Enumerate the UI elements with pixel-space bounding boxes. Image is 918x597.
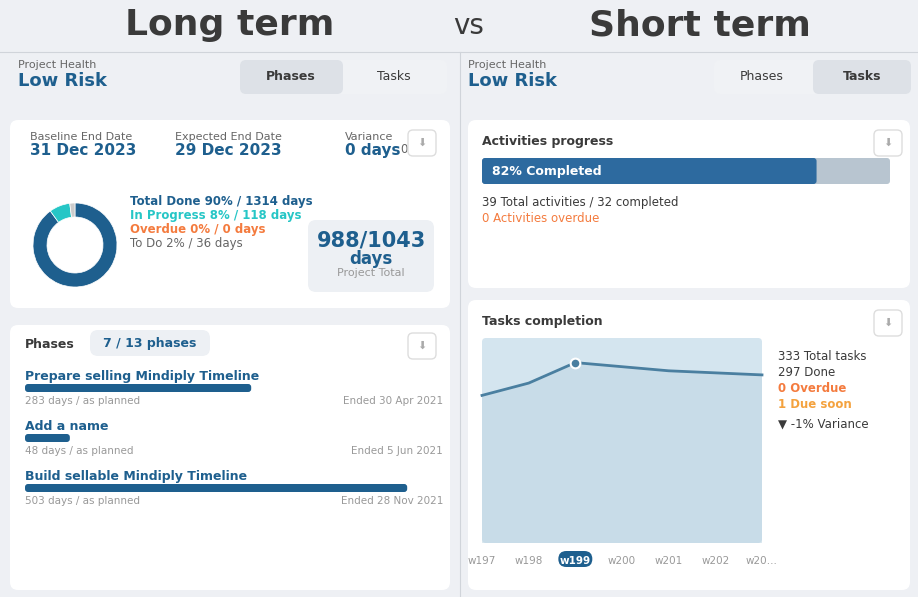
FancyBboxPatch shape	[0, 0, 918, 52]
Text: Baseline End Date: Baseline End Date	[30, 132, 132, 142]
Text: Phases: Phases	[266, 70, 316, 84]
Text: Short term: Short term	[589, 8, 811, 42]
Text: ▼ -1% Variance: ▼ -1% Variance	[778, 418, 868, 431]
Text: Tasks completion: Tasks completion	[482, 315, 602, 328]
Text: ⬇: ⬇	[418, 341, 427, 351]
FancyBboxPatch shape	[874, 310, 902, 336]
Text: Phases: Phases	[740, 70, 784, 84]
Text: ⬇: ⬇	[883, 318, 892, 328]
Text: 333 Total tasks: 333 Total tasks	[778, 350, 867, 363]
Text: 82% Completed: 82% Completed	[492, 165, 601, 177]
FancyBboxPatch shape	[308, 220, 434, 292]
Text: Phases: Phases	[25, 338, 74, 351]
FancyBboxPatch shape	[558, 551, 592, 567]
FancyBboxPatch shape	[25, 484, 408, 492]
Text: 48 days / as planned: 48 days / as planned	[25, 446, 133, 456]
FancyBboxPatch shape	[482, 158, 816, 184]
FancyBboxPatch shape	[482, 338, 762, 543]
Wedge shape	[70, 203, 75, 217]
FancyBboxPatch shape	[468, 300, 910, 590]
FancyBboxPatch shape	[714, 60, 911, 94]
Wedge shape	[50, 204, 72, 222]
Text: 39 Total activities / 32 completed: 39 Total activities / 32 completed	[482, 196, 678, 209]
Text: 31 Dec 2023: 31 Dec 2023	[30, 143, 137, 158]
Text: To Do 2% / 36 days: To Do 2% / 36 days	[130, 237, 242, 250]
Text: Tasks: Tasks	[377, 70, 411, 84]
Text: Long term: Long term	[126, 8, 335, 42]
FancyBboxPatch shape	[468, 120, 910, 288]
Text: Ended 30 Apr 2021: Ended 30 Apr 2021	[343, 396, 443, 406]
Text: w197: w197	[468, 556, 497, 566]
Text: Project Health: Project Health	[468, 60, 546, 70]
FancyBboxPatch shape	[408, 130, 436, 156]
Text: 0 Overdue: 0 Overdue	[778, 382, 846, 395]
Wedge shape	[33, 203, 117, 287]
FancyBboxPatch shape	[240, 60, 447, 94]
Text: w20…: w20…	[746, 556, 778, 566]
FancyBboxPatch shape	[482, 158, 890, 184]
FancyBboxPatch shape	[90, 330, 210, 356]
Text: In Progress 8% / 118 days: In Progress 8% / 118 days	[130, 209, 301, 222]
FancyBboxPatch shape	[25, 384, 252, 392]
Text: Low Risk: Low Risk	[468, 72, 557, 90]
Text: Project Total: Project Total	[337, 268, 405, 278]
Text: vs: vs	[453, 12, 485, 40]
Text: w202: w202	[701, 556, 730, 566]
FancyBboxPatch shape	[25, 434, 70, 442]
Text: ⬇: ⬇	[418, 138, 427, 148]
Text: Activities progress: Activities progress	[482, 135, 613, 148]
FancyBboxPatch shape	[240, 60, 343, 94]
Text: Ended 28 Nov 2021: Ended 28 Nov 2021	[341, 496, 443, 506]
FancyBboxPatch shape	[10, 120, 450, 308]
Polygon shape	[482, 362, 762, 543]
Text: w198: w198	[514, 556, 543, 566]
Text: 297 Done: 297 Done	[778, 366, 835, 379]
Text: 988/1043: 988/1043	[317, 230, 426, 250]
Text: 0 Activities overdue: 0 Activities overdue	[482, 212, 599, 225]
FancyBboxPatch shape	[10, 325, 450, 590]
Text: 0 days: 0 days	[345, 143, 400, 158]
FancyBboxPatch shape	[408, 333, 436, 359]
Text: 7 / 13 phases: 7 / 13 phases	[104, 337, 196, 349]
Text: Expected End Date: Expected End Date	[175, 132, 282, 142]
Text: 503 days / as planned: 503 days / as planned	[25, 496, 140, 506]
Text: 0%: 0%	[400, 143, 419, 156]
Text: Ended 5 Jun 2021: Ended 5 Jun 2021	[352, 446, 443, 456]
Text: Prepare selling Mindiply Timeline: Prepare selling Mindiply Timeline	[25, 370, 259, 383]
Text: Total Done 90% / 1314 days: Total Done 90% / 1314 days	[130, 195, 313, 208]
Text: Low Risk: Low Risk	[18, 72, 107, 90]
Text: w199: w199	[560, 556, 591, 566]
Text: Add a name: Add a name	[25, 420, 108, 433]
Text: Project Health: Project Health	[18, 60, 96, 70]
Text: 29 Dec 2023: 29 Dec 2023	[175, 143, 282, 158]
Text: Overdue 0% / 0 days: Overdue 0% / 0 days	[130, 223, 265, 236]
Text: 283 days / as planned: 283 days / as planned	[25, 396, 140, 406]
FancyBboxPatch shape	[874, 130, 902, 156]
Text: w200: w200	[608, 556, 636, 566]
Text: days: days	[350, 250, 393, 268]
Text: Build sellable Mindiply Timeline: Build sellable Mindiply Timeline	[25, 470, 247, 483]
Text: Tasks: Tasks	[843, 70, 881, 84]
Text: w201: w201	[655, 556, 683, 566]
Text: 1 Due soon: 1 Due soon	[778, 398, 852, 411]
Text: Variance: Variance	[345, 132, 394, 142]
FancyBboxPatch shape	[813, 60, 911, 94]
Text: ⬇: ⬇	[883, 138, 892, 148]
